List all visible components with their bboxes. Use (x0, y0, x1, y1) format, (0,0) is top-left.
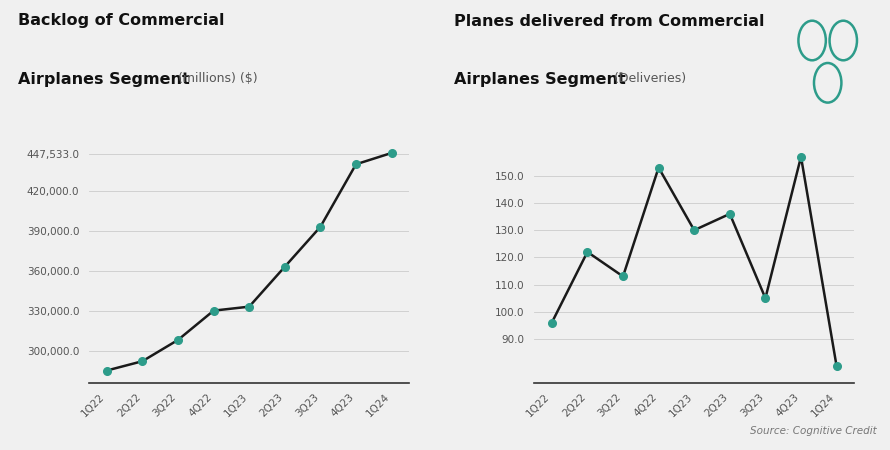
Text: Planes delivered from Commercial: Planes delivered from Commercial (454, 14, 765, 28)
Text: Backlog of Commercial: Backlog of Commercial (18, 14, 224, 28)
Text: (Deliveries): (Deliveries) (610, 72, 686, 85)
Text: Airplanes Segment: Airplanes Segment (18, 72, 190, 87)
Text: Source: Cognitive Credit: Source: Cognitive Credit (750, 427, 877, 436)
Text: (millions) ($): (millions) ($) (174, 72, 257, 85)
Text: Airplanes Segment: Airplanes Segment (454, 72, 626, 87)
